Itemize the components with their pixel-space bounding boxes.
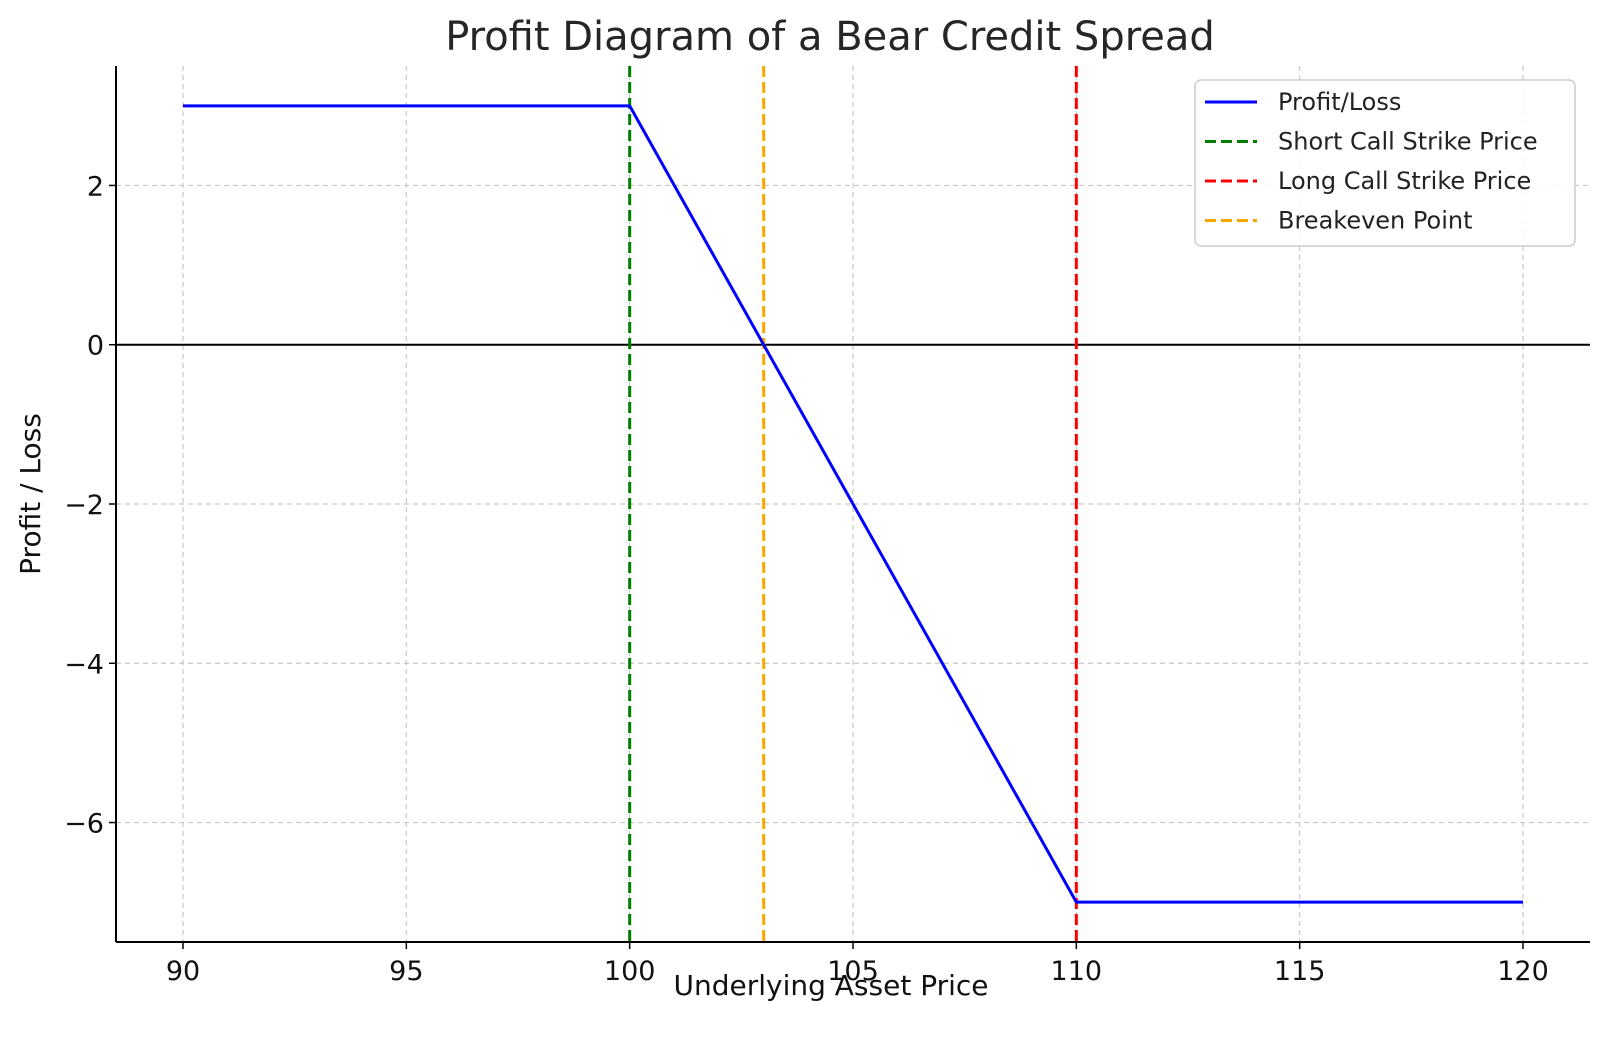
x-tick-label: 105 [827,956,879,987]
legend-label: Breakeven Point [1278,207,1472,235]
y-tick-label: −6 [64,809,104,840]
y-tick-label: −4 [64,649,104,680]
legend-label: Profit/Loss [1278,88,1401,116]
reference-lines [628,66,1078,942]
x-tick-label: 90 [166,956,200,987]
chart-title: Profit Diagram of a Bear Credit Spread [445,14,1215,60]
y-tick-label: −2 [64,490,104,521]
series-line-profit-loss [183,104,1523,904]
legend-label: Short Call Strike Price [1278,128,1538,156]
series-layer [182,104,1524,904]
x-tick-label: 115 [1274,956,1326,987]
legend-box [1194,79,1576,247]
x-tick-label: 120 [1497,956,1549,987]
y-tick-label: 2 [87,171,104,202]
y-axis-label: Profit / Loss [14,413,47,575]
y-tick-label: 0 [87,331,104,362]
legend-label: Long Call Strike Price [1278,167,1531,195]
x-axis-label: Underlying Asset Price [673,969,988,1002]
x-tick-label: 100 [604,956,656,987]
legend: Profit/Loss Short Call Strike Price Long C… [1194,79,1576,247]
x-tick-label: 110 [1051,956,1103,987]
x-tick-label: 95 [389,956,423,987]
ticks-layer: 90 95 100 105 110 115 120 −6 −4 −2 0 2 [64,171,1549,987]
